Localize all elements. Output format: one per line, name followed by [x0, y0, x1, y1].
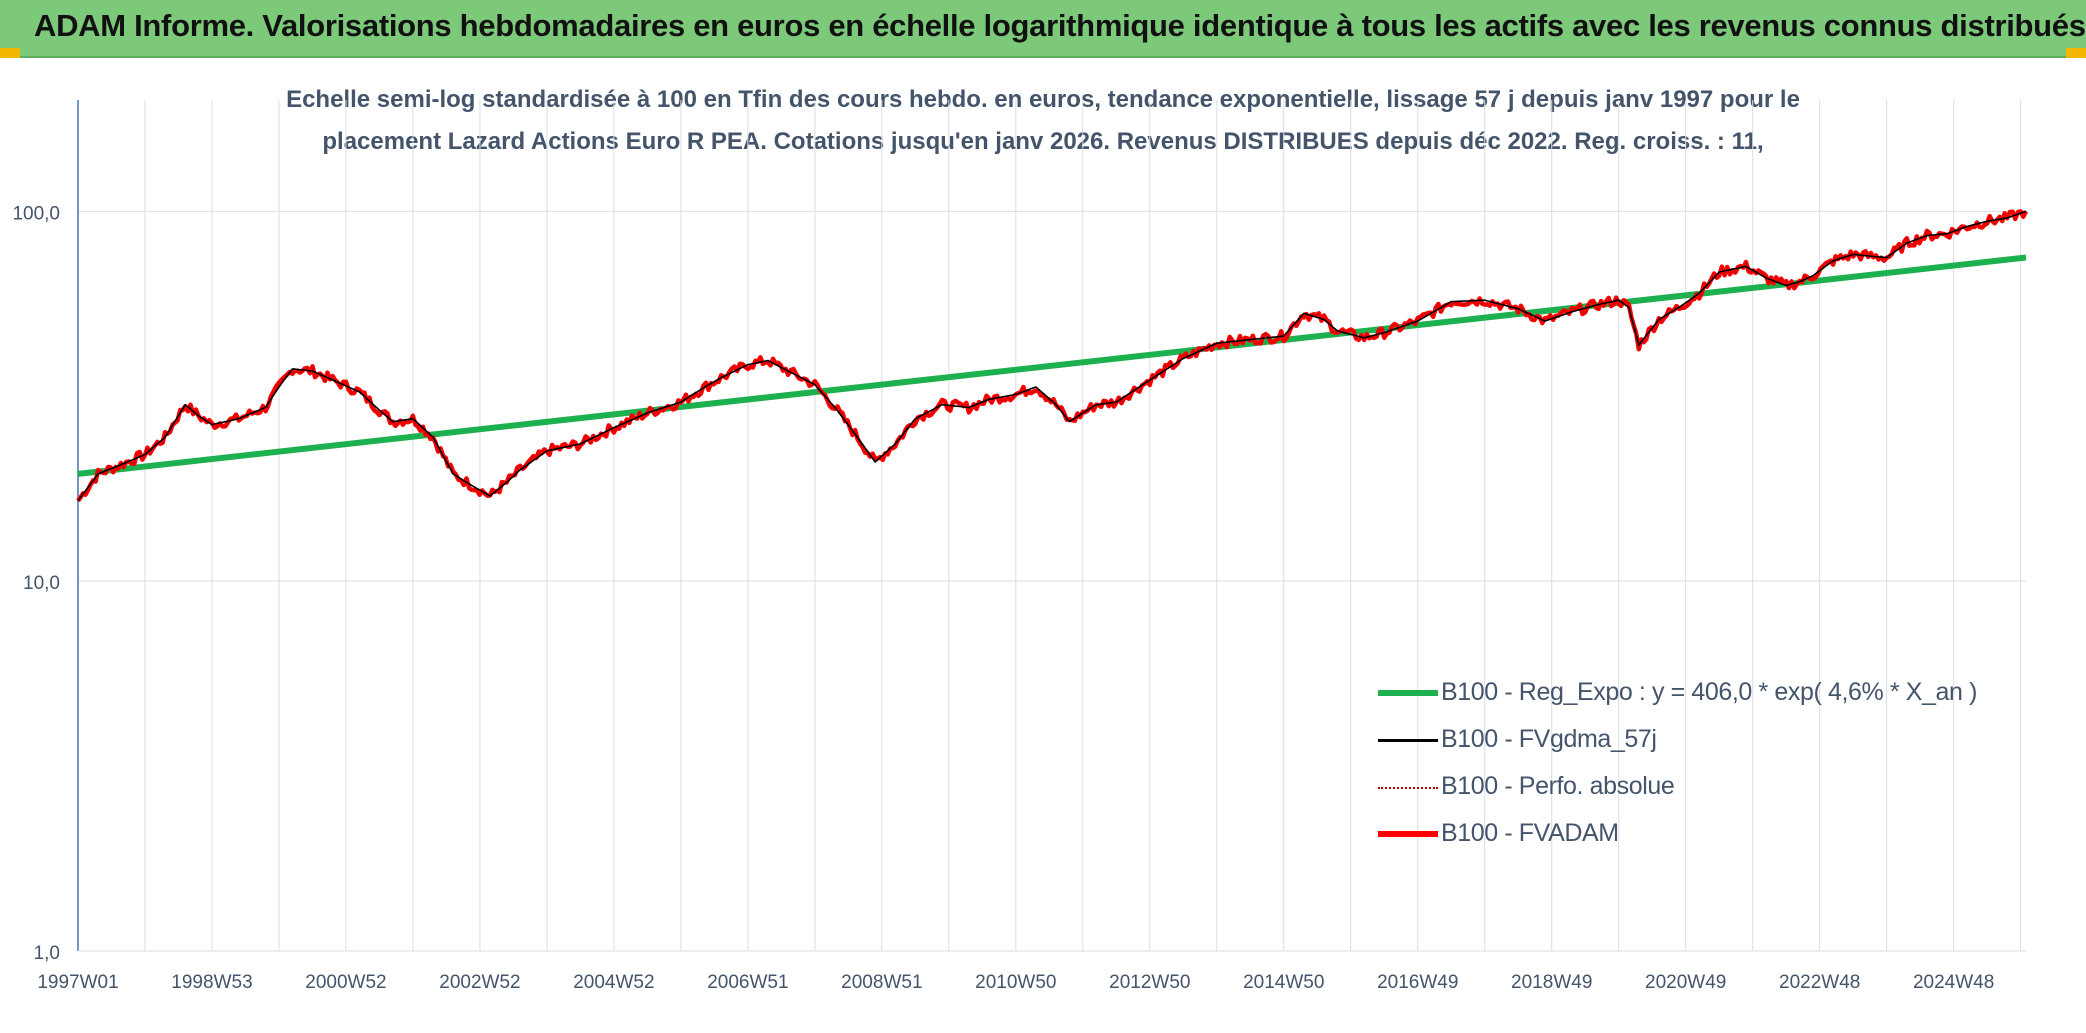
legend-swatch-perfo: [1378, 787, 1438, 789]
legend-swatch-smoothed: [1378, 739, 1438, 742]
x-tick-label: 2004W52: [573, 972, 654, 993]
x-tick-label: 2016W49: [1377, 972, 1458, 993]
x-tick-label: 2002W52: [439, 972, 520, 993]
x-tick-label: 2010W50: [975, 972, 1056, 993]
chart-subtitle-line-2: placement Lazard Actions Euro R PEA. Cot…: [322, 128, 1764, 155]
legend-label-fvadam: B100 - FVADAM: [1441, 819, 1619, 847]
x-tick-label: 2008W51: [841, 972, 922, 993]
x-tick-label: 1998W53: [171, 972, 252, 993]
x-tick-label: 2020W49: [1645, 972, 1726, 993]
x-tick-label: 2012W50: [1109, 972, 1190, 993]
title-banner: ADAM Informe. Valorisations hebdomadaire…: [0, 0, 2086, 58]
x-tick-label: 2014W50: [1243, 972, 1324, 993]
x-tick-label: 2006W51: [707, 972, 788, 993]
x-tick-label: 2018W49: [1511, 972, 1592, 993]
y-tick-label: 1,0: [34, 943, 60, 964]
chart-subtitle-line-1: Echelle semi-log standardisée à 100 en T…: [286, 86, 1800, 113]
chart-area: Echelle semi-log standardisée à 100 en T…: [0, 58, 2086, 1033]
corner-mark-right: [2066, 48, 2086, 58]
legend-swatch-regression: [1378, 690, 1438, 696]
series-regression-line: [77, 254, 2027, 477]
legend-label-perfo: B100 - Perfo. absolue: [1441, 772, 1675, 800]
series-smoothed-line: [77, 210, 2027, 502]
series-fvadam-line: [76, 209, 2029, 503]
x-tick-label: 2000W52: [305, 972, 386, 993]
x-tick-label: 2024W48: [1913, 972, 1994, 993]
legend-label-regression: B100 - Reg_Expo : y = 406,0 * exp( 4,6% …: [1441, 678, 1978, 706]
legend-label-smoothed: B100 - FVgdma_57j: [1441, 725, 1657, 753]
y-tick-label: 100,0: [12, 203, 60, 224]
corner-mark-left: [0, 48, 20, 58]
chart-canvas: 1,0 10,0 100,0 1997W01 1998W53 2000W52 2002W52…: [12, 100, 2029, 993]
series-perfo-line: [77, 210, 2027, 502]
y-tick-label: 10,0: [23, 573, 60, 594]
legend-swatch-fvadam: [1378, 831, 1438, 837]
x-tick-label: 2022W48: [1779, 972, 1860, 993]
x-tick-label: 1997W01: [37, 972, 118, 993]
banner-title: ADAM Informe. Valorisations hebdomadaire…: [34, 8, 2086, 43]
